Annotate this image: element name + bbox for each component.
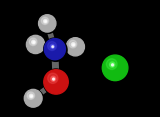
Circle shape xyxy=(106,59,117,69)
Circle shape xyxy=(31,95,32,97)
Circle shape xyxy=(110,62,115,67)
Circle shape xyxy=(48,73,58,83)
Circle shape xyxy=(102,55,130,83)
Circle shape xyxy=(44,19,47,23)
Circle shape xyxy=(27,92,35,99)
Circle shape xyxy=(102,55,128,81)
Circle shape xyxy=(44,39,67,61)
Circle shape xyxy=(24,90,44,109)
Circle shape xyxy=(112,64,114,66)
Circle shape xyxy=(29,94,33,98)
Circle shape xyxy=(29,38,37,46)
Circle shape xyxy=(51,76,56,81)
Circle shape xyxy=(33,42,35,43)
Circle shape xyxy=(52,46,54,48)
Circle shape xyxy=(44,38,66,60)
Circle shape xyxy=(45,21,46,22)
Circle shape xyxy=(26,35,45,54)
Circle shape xyxy=(66,38,84,56)
Circle shape xyxy=(24,89,42,107)
Circle shape xyxy=(73,44,74,46)
Circle shape xyxy=(71,43,75,46)
Circle shape xyxy=(32,40,36,44)
Circle shape xyxy=(39,15,56,32)
Circle shape xyxy=(27,35,46,55)
Circle shape xyxy=(39,15,57,33)
Circle shape xyxy=(38,14,56,33)
Circle shape xyxy=(44,70,70,96)
Circle shape xyxy=(43,69,69,95)
Circle shape xyxy=(69,40,77,48)
Circle shape xyxy=(44,70,68,94)
Circle shape xyxy=(48,42,56,50)
Circle shape xyxy=(44,39,65,60)
Circle shape xyxy=(50,44,55,49)
Circle shape xyxy=(26,35,45,54)
Circle shape xyxy=(41,17,49,24)
Circle shape xyxy=(66,38,86,57)
Circle shape xyxy=(66,37,85,56)
Circle shape xyxy=(24,89,43,108)
Circle shape xyxy=(52,78,55,80)
Circle shape xyxy=(102,54,128,81)
